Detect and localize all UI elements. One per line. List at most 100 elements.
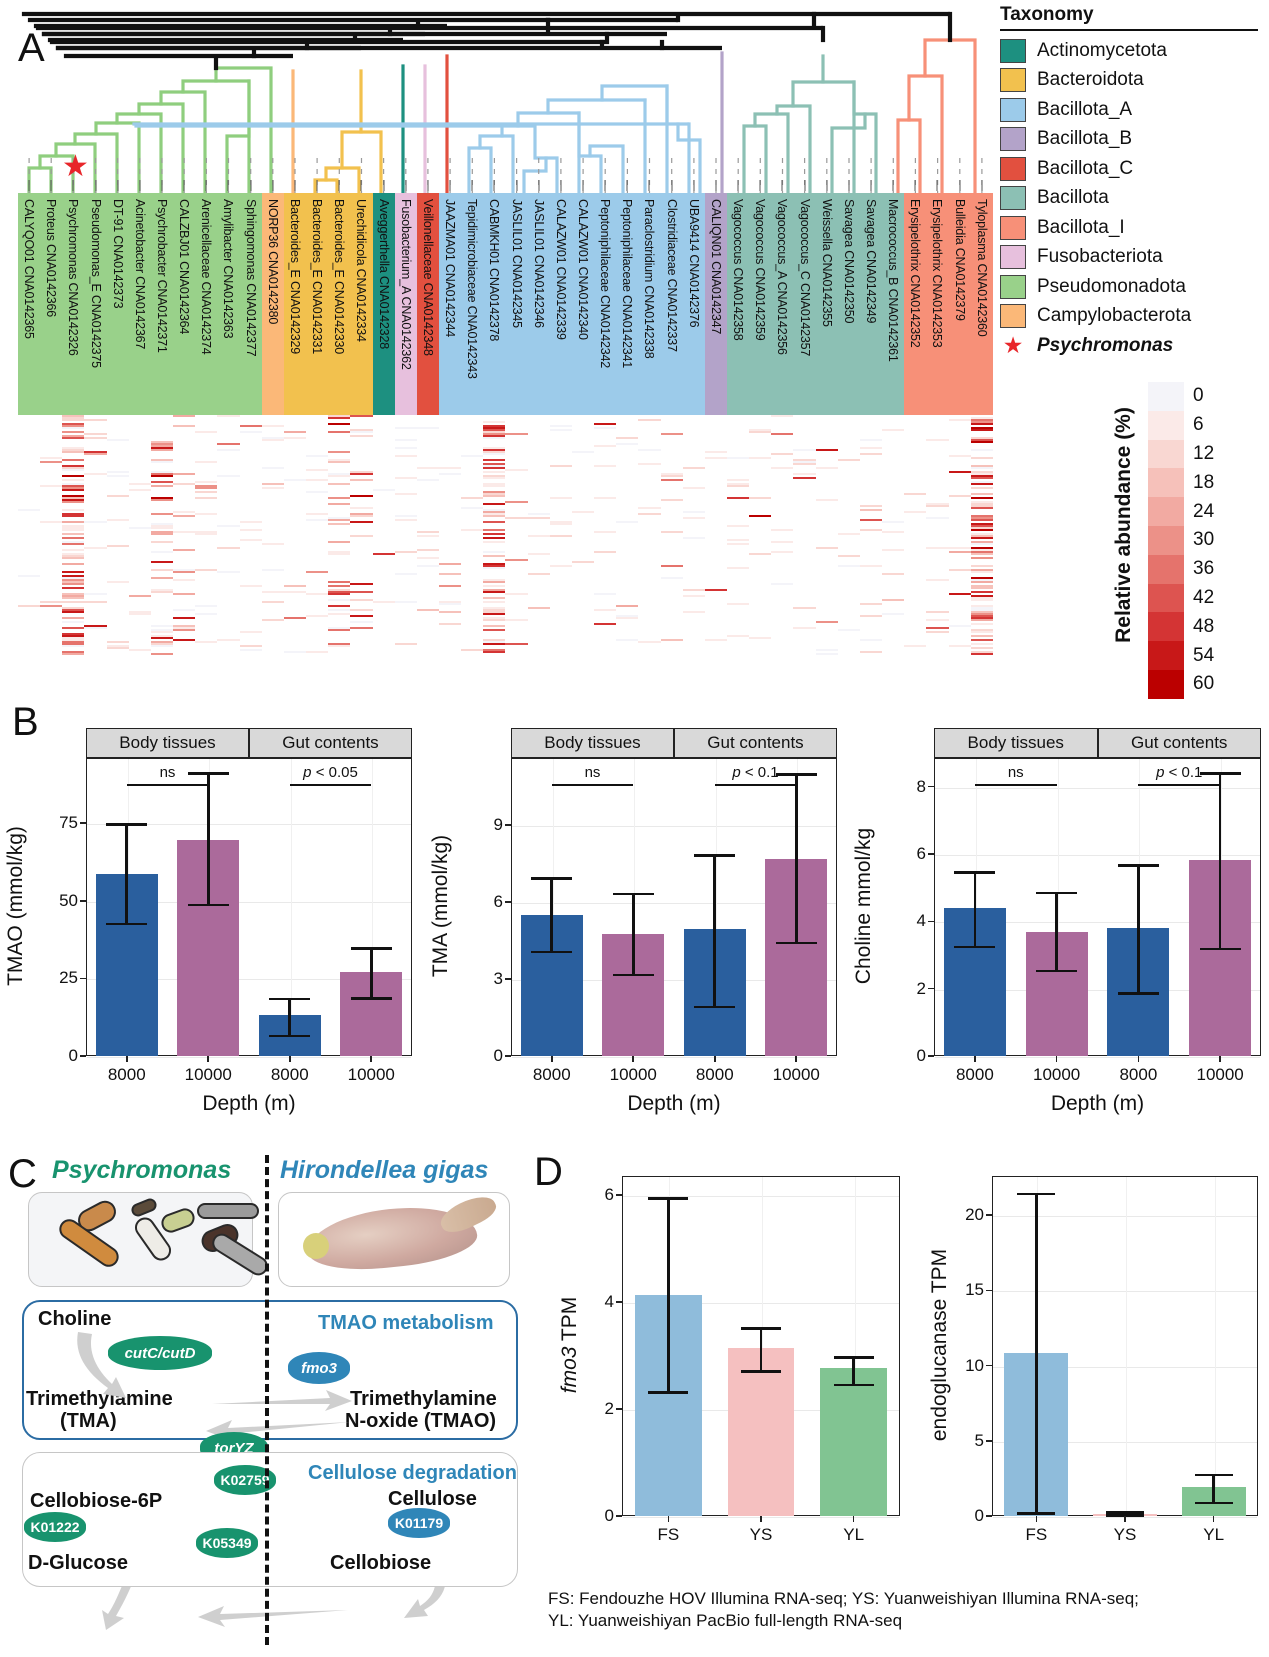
enzyme-fmo3: fmo3 (288, 1352, 350, 1384)
heatmap-cell (150, 481, 174, 484)
heatmap-cell (970, 613, 993, 616)
heatmap-cell (926, 611, 949, 614)
taxon-column: Proteus CNA0142366 (40, 180, 63, 415)
leaf-tick (471, 180, 473, 191)
leaf-tick (493, 180, 495, 191)
heatmap-cell (682, 511, 705, 514)
amphipod-illustration-box (278, 1189, 510, 1287)
heatmap-cell (150, 473, 174, 476)
heatmap-cell (173, 515, 196, 518)
heatmap-cell (549, 565, 572, 568)
heatmap-cell (859, 639, 883, 642)
taxon-column: Pseudomonas_E CNA0142375 (84, 180, 107, 415)
heatmap-cell (970, 597, 993, 600)
panel-a-phylogeny-heatmap: A (0, 0, 1269, 699)
x-axis-tick (288, 1056, 291, 1062)
heatmap-cell (483, 651, 506, 654)
heatmap-cell (970, 423, 993, 426)
heatmap-cell (239, 529, 262, 532)
phylogenetic-dendrogram (21, 11, 983, 193)
heatmap-cell (660, 433, 683, 436)
leaf-tick (205, 180, 207, 191)
heatmap-cell (483, 491, 506, 494)
heatmap-cell (283, 585, 307, 588)
heatmap-cell (150, 499, 174, 502)
taxon-label: Bacteroides_E CNA0142331 (310, 199, 325, 355)
heatmap-cell (106, 519, 129, 522)
heatmap-cell (195, 481, 218, 484)
heatmap-cell (62, 415, 85, 418)
heatmap-cell (970, 617, 993, 620)
abundance-heatmap (18, 415, 993, 656)
leaf-tick (183, 180, 185, 191)
taxon-label: Sphingomonas CNA0142377 (243, 199, 258, 357)
gridline (935, 922, 1260, 924)
heatmap-cell (328, 461, 351, 464)
x-axis-tick (974, 1056, 976, 1062)
heatmap-cell (793, 459, 816, 462)
facet-label: Gut contents (1097, 728, 1261, 758)
heatmap-cell (837, 533, 860, 536)
heatmap-cell (749, 497, 772, 500)
heatmap-cell (62, 447, 85, 450)
heatmap-cell (594, 497, 617, 500)
heatmap-cell (306, 491, 329, 494)
significance-label: ns (1007, 764, 1024, 781)
heatmap-cell (416, 549, 439, 552)
panel-d-letter: D (534, 1150, 563, 1194)
taxon-column: Veillonellaceae CNA0142348 (416, 180, 439, 415)
heatmap-cell (970, 565, 993, 568)
heatmap-cell (638, 449, 661, 452)
error-bar (973, 871, 977, 946)
legend-swatch (1000, 274, 1026, 299)
heatmap-cell (483, 425, 506, 428)
heatmap-cell (948, 569, 971, 572)
heatmap-cell (306, 651, 329, 654)
heatmap-cell (84, 473, 107, 476)
heatmap-column (704, 415, 727, 655)
heatmap-cell (150, 525, 174, 528)
facet-label: Gut contents (674, 728, 837, 758)
gridline (512, 902, 836, 904)
heatmap-cell (815, 449, 838, 452)
taxon-column: CALAZW01 CNA0142340 (571, 180, 595, 415)
heatmap-cell (461, 455, 484, 458)
legend-item-actinomycetota: Actinomycetota (1000, 36, 1265, 66)
cellobiose6p-label: Cellobiose-6P (30, 1490, 163, 1512)
heatmap-cell (505, 593, 528, 596)
gridline (993, 1291, 1257, 1293)
heatmap-column (638, 415, 661, 655)
leaf-tick (316, 180, 318, 191)
heatmap-cell (84, 451, 107, 454)
heatmap-cell (793, 473, 816, 476)
heatmap-cell (904, 511, 927, 514)
heatmap-cell (727, 539, 750, 542)
heatmap-cell (616, 615, 639, 618)
heatmap-cell (483, 495, 506, 498)
heatmap-cell (483, 597, 506, 600)
taxon-column: CABMKH01 CNA0142378 (483, 180, 506, 415)
heatmap-cell (328, 541, 351, 544)
heatmap-cell (62, 571, 85, 574)
colorbar-row: 6 (1148, 410, 1214, 440)
heatmap-cell (128, 649, 151, 652)
colorbar-tick-label: 36 (1193, 558, 1215, 580)
leaf-tick (516, 180, 518, 191)
y-axis-tick (928, 920, 934, 923)
heatmap-cell (261, 619, 284, 622)
heatmap-cell (815, 621, 838, 624)
heatmap-cell (150, 631, 174, 634)
colorbar-tick-label: 60 (1193, 673, 1215, 695)
heatmap-cell (483, 585, 506, 588)
heatmap-cell (483, 619, 506, 622)
x-axis-tick (713, 1056, 716, 1062)
legend-label-psychromonas: Psychromonas (1037, 334, 1174, 356)
taxon-column: Bacteroides_E CNA0142329 (283, 180, 307, 415)
y-axis-tick-label: 0 (974, 1506, 984, 1525)
heatmap-cell (970, 529, 993, 532)
heatmap-cell (970, 467, 993, 470)
heatmap-cell (195, 531, 218, 534)
heatmap-cell (150, 653, 174, 656)
x-axis-tick (667, 1516, 670, 1522)
x-axis-tick-label: FS (657, 1525, 680, 1544)
